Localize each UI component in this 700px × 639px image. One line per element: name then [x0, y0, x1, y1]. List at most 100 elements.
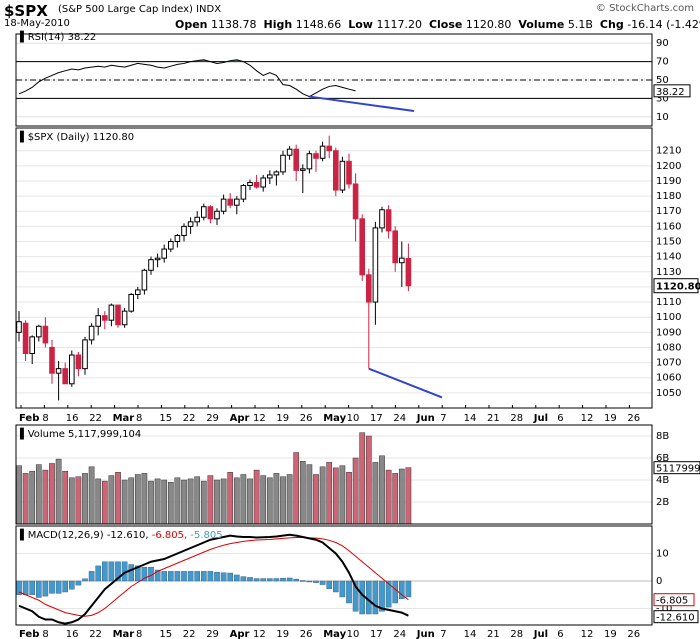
macd-x-tick-label: 7	[440, 629, 446, 639]
macd-histogram-bar	[385, 580, 392, 608]
price-tick-label: 1100	[656, 312, 681, 323]
price-x-tick-label: 21	[487, 413, 500, 424]
volume-bar	[62, 470, 69, 525]
macd-x-tick-label: 26	[627, 629, 640, 639]
macd-histogram-bar	[134, 565, 141, 582]
macd-histogram-bar	[49, 580, 55, 594]
macd-x-tick-label: 22	[183, 629, 196, 639]
candle-body	[161, 248, 167, 259]
candle-body	[148, 259, 154, 271]
volume-bar	[260, 475, 267, 525]
volume-bar	[306, 464, 313, 525]
macd-x-tick-label: 22	[89, 629, 102, 639]
macd-histogram-bar	[108, 561, 115, 582]
candle-body	[62, 368, 69, 385]
open-value: 1138.78	[211, 18, 257, 31]
macd-histogram-bar	[68, 580, 75, 590]
macd-histogram-bar	[260, 578, 267, 582]
candle-body	[207, 206, 214, 220]
macd-histogram-bar	[154, 569, 161, 582]
price-trendline	[368, 367, 443, 399]
volume-bar	[332, 467, 339, 525]
volume-bar	[35, 464, 42, 525]
volume-panel-frame	[15, 424, 653, 525]
macd-histogram-bar	[300, 580, 306, 582]
candle-body	[359, 218, 365, 276]
candle-body	[405, 257, 412, 287]
macd-histogram-bar	[187, 571, 194, 582]
candle-body	[399, 257, 405, 264]
high-label: High	[263, 18, 293, 31]
volume-bar	[141, 473, 148, 525]
price-tick-label: 1110	[656, 297, 681, 308]
price-tick-label: 1070	[656, 358, 681, 369]
candle-body	[174, 234, 181, 243]
volume-bar	[42, 469, 49, 525]
price-x-tick-label: 6	[557, 413, 563, 424]
candle-body	[181, 225, 187, 236]
macd-histogram-bar	[200, 571, 207, 582]
volume-label: Volume	[518, 18, 565, 31]
candle-body	[69, 354, 75, 385]
macd-histogram-bar	[88, 571, 95, 582]
macd-histogram-bar	[214, 572, 220, 582]
volume-bar	[253, 469, 260, 525]
candle-body	[201, 206, 207, 218]
macd-histogram-bar	[319, 580, 326, 585]
rsi-value-box	[653, 84, 691, 98]
macd-histogram-bar	[167, 571, 174, 582]
macd-histogram-bar	[253, 578, 260, 582]
macd-histogram-bar	[128, 564, 135, 582]
macd-x-tick-label: Feb	[19, 629, 39, 639]
macd-histogram-bar	[293, 578, 300, 582]
price-x-tick-label: 17	[370, 413, 383, 424]
macd-x-tick-label: Apr	[230, 629, 250, 639]
candle-body	[326, 145, 332, 152]
rsi-value-label: 38.22	[656, 87, 685, 98]
candle-body	[220, 198, 227, 212]
macd-histogram-bar	[220, 572, 227, 582]
price-x-tick-label: Apr	[230, 413, 250, 424]
volume-bar	[194, 476, 201, 525]
macd-histogram-bar	[247, 577, 253, 582]
volume-bar	[55, 458, 62, 525]
candle-body	[154, 257, 161, 261]
macd-histogram-bar	[101, 561, 108, 582]
macd-histogram-bar	[207, 571, 214, 582]
volume-bar	[392, 473, 399, 525]
price-x-tick-label: 28	[510, 413, 523, 424]
rsi-tick-label: 50	[656, 75, 669, 86]
macd-x-tick-label: 6	[557, 629, 563, 639]
volume-bar	[372, 462, 379, 525]
candle-body	[16, 321, 22, 333]
volume-bar	[299, 461, 306, 525]
macd-x-tick-label: Mar	[113, 629, 135, 639]
volume-bar	[128, 477, 135, 525]
chg-label: Chg	[599, 18, 624, 31]
volume-bar	[82, 473, 88, 525]
volume-bar	[95, 478, 102, 525]
macd-histogram-bar	[339, 580, 346, 598]
candle-body	[128, 293, 134, 312]
volume-title: ▌Volume 5,117,999,104	[19, 427, 141, 440]
volume-tick-label: 8B	[656, 431, 669, 442]
macd-histogram-bar	[372, 580, 379, 615]
candle-body	[194, 216, 200, 223]
volume-bar	[49, 463, 55, 525]
macd-title: ▌MACD(12,26,9) -12.610, -6.805, -5.805	[19, 528, 223, 541]
volume-bar	[75, 476, 82, 525]
macd-histogram-bar	[22, 580, 29, 595]
volume-value-label: 5117999	[656, 464, 700, 475]
volume-bar	[220, 478, 227, 525]
volume-bar	[352, 457, 359, 525]
price-tick-label: 1080	[656, 342, 681, 353]
candle-body	[135, 289, 141, 295]
macd-histogram-bar	[273, 578, 280, 582]
macd-x-tick-label: 12	[581, 629, 594, 639]
volume-value: 5.1B	[567, 18, 593, 31]
candle-body	[260, 177, 266, 188]
volume-bar	[398, 468, 405, 525]
macd-histogram-bar	[405, 580, 412, 598]
price-panel-frame	[15, 127, 653, 409]
candle-body	[280, 154, 286, 173]
